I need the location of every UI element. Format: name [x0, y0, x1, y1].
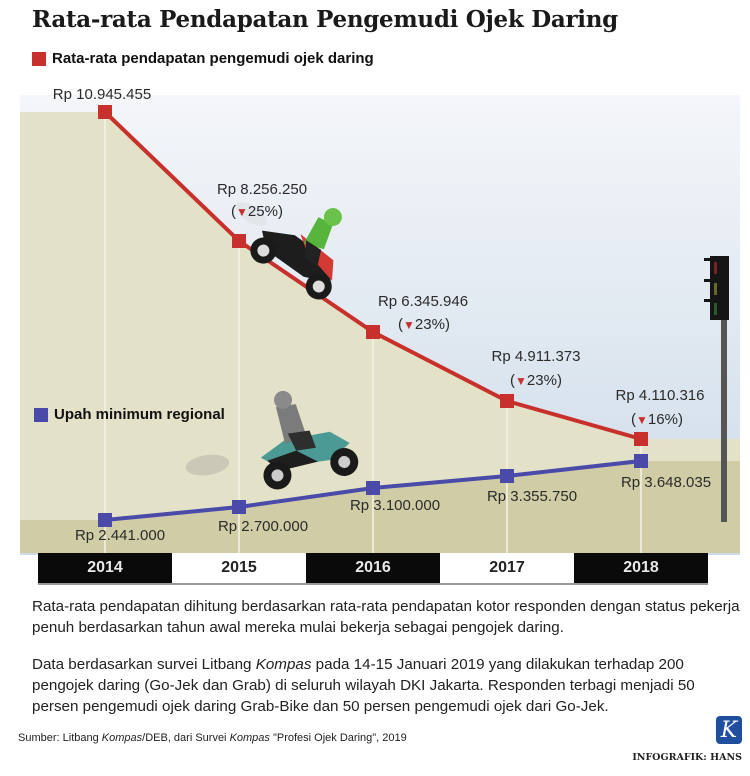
- source-citation: Sumber: Litbang Kompas/DEB, dari Survei …: [18, 732, 407, 744]
- ump-label-2017: Rp 3.355.750: [486, 488, 578, 505]
- income-area: [20, 112, 740, 553]
- income-label-2017: Rp 4.911.373: [491, 348, 581, 365]
- legend-swatch-ump: [34, 407, 48, 422]
- legend-income: Rata-rata pendapatan pengemudi ojek dari…: [32, 50, 374, 67]
- legend-swatch-income: [32, 51, 46, 66]
- year-2017: 2017: [440, 553, 574, 583]
- income-label-2015: Rp 8.256.250: [216, 181, 308, 198]
- income-label-2018: Rp 4.110.316: [615, 387, 705, 404]
- ump-label-2014: Rp 2.441.000: [74, 527, 166, 544]
- income-change-2016: (▼23%): [398, 316, 450, 333]
- legend-label-income: Rata-rata pendapatan pengemudi ojek dari…: [52, 50, 374, 67]
- green-rider-motorcycle-icon: [235, 202, 342, 300]
- income-change-2017: (▼23%): [510, 372, 562, 389]
- legend-label-ump: Upah minimum regional: [54, 406, 225, 423]
- down-triangle-icon: ▼: [403, 318, 415, 332]
- grey-rider-motorcycle-icon: [185, 390, 359, 490]
- income-change-2018: (▼16%): [631, 411, 683, 428]
- chart-title: Rata-rata Pendapatan Pengemudi Ojek Dari…: [32, 6, 618, 33]
- ump-label-2015: Rp 2.700.000: [217, 518, 309, 535]
- year-2016: 2016: [306, 553, 440, 583]
- x-axis-years: 2014 2015 2016 2017 2018: [38, 553, 708, 585]
- infographic-credit: INFOGRAFIK: HANS: [632, 752, 742, 763]
- down-triangle-icon: ▼: [515, 374, 527, 388]
- legend-ump: Upah minimum regional: [34, 406, 225, 423]
- year-2018: 2018: [574, 553, 708, 583]
- year-2014: 2014: [38, 553, 172, 583]
- income-label-2016: Rp 6.345.946: [377, 293, 469, 310]
- ump-label-2018: Rp 3.648.035: [620, 474, 712, 491]
- ump-markers: [98, 454, 648, 527]
- ump-label-2016: Rp 3.100.000: [349, 497, 441, 514]
- income-markers: [98, 105, 648, 446]
- note-methodology: Rata-rata pendapatan dihitung berdasarka…: [32, 598, 740, 636]
- year-2015: 2015: [172, 553, 306, 583]
- income-change-2015: (▼25%): [231, 203, 283, 220]
- ump-area: [20, 461, 740, 553]
- down-triangle-icon: ▼: [236, 205, 248, 219]
- traffic-light-icon: [704, 256, 729, 522]
- chart-area: Rp 10.945.455 Rp 8.256.250 (▼25%) Rp 6.3…: [20, 86, 740, 555]
- kompas-logo: K: [716, 716, 742, 744]
- down-triangle-icon: ▼: [636, 413, 648, 427]
- chart-graphics: [20, 95, 740, 555]
- income-label-2014: Rp 10.945.455: [52, 86, 152, 103]
- note-survey: Data berdasarkan survei Litbang Kompas p…: [32, 656, 695, 715]
